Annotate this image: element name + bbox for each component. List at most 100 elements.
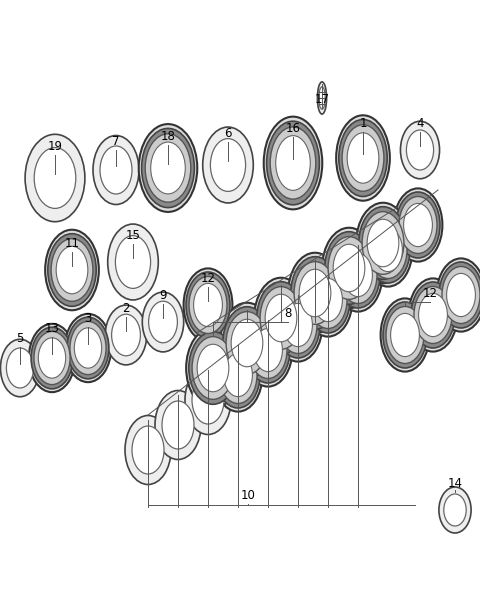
Ellipse shape [419,293,447,337]
Ellipse shape [34,148,76,209]
Ellipse shape [288,253,342,333]
Text: 11: 11 [64,237,80,250]
Ellipse shape [339,246,377,304]
Ellipse shape [333,244,365,292]
Ellipse shape [356,203,410,283]
Ellipse shape [132,426,164,474]
Ellipse shape [189,332,237,404]
Ellipse shape [309,271,347,329]
Ellipse shape [279,296,317,354]
Ellipse shape [383,302,427,368]
Ellipse shape [162,401,194,449]
Ellipse shape [185,365,231,434]
Ellipse shape [306,267,350,333]
Ellipse shape [192,376,224,424]
Ellipse shape [304,264,352,337]
Ellipse shape [364,214,412,287]
Ellipse shape [253,328,282,371]
Ellipse shape [439,487,471,533]
Ellipse shape [186,272,230,338]
Ellipse shape [336,242,380,308]
Ellipse shape [193,284,222,326]
Ellipse shape [404,203,432,246]
Ellipse shape [29,324,75,392]
Text: 5: 5 [16,332,24,345]
Ellipse shape [6,348,34,388]
Ellipse shape [299,269,331,317]
Ellipse shape [145,134,191,202]
Ellipse shape [373,228,402,271]
Text: 16: 16 [286,122,300,135]
Ellipse shape [100,146,132,194]
Ellipse shape [257,282,305,354]
Ellipse shape [399,196,437,254]
Ellipse shape [291,257,339,329]
Ellipse shape [249,321,287,378]
Ellipse shape [142,128,194,207]
Ellipse shape [56,246,88,294]
Ellipse shape [264,117,322,209]
Ellipse shape [45,230,99,310]
Ellipse shape [231,319,263,367]
Text: 2: 2 [122,302,130,315]
Text: 17: 17 [314,93,329,106]
Ellipse shape [313,278,342,321]
Ellipse shape [394,188,443,262]
Ellipse shape [155,390,201,459]
Ellipse shape [408,278,457,351]
Ellipse shape [224,353,252,397]
Ellipse shape [407,130,433,170]
Ellipse shape [411,282,455,348]
Ellipse shape [328,237,370,300]
Ellipse shape [362,212,404,274]
Ellipse shape [65,314,111,382]
Text: 1: 1 [359,117,367,130]
Ellipse shape [284,303,312,346]
Ellipse shape [266,121,319,205]
Ellipse shape [246,317,290,383]
Ellipse shape [108,224,158,300]
Ellipse shape [25,134,85,221]
Text: 9: 9 [159,289,167,302]
Ellipse shape [214,339,263,412]
Ellipse shape [276,292,320,358]
Ellipse shape [220,303,274,383]
Ellipse shape [366,217,410,283]
Ellipse shape [367,219,399,267]
Ellipse shape [31,327,73,389]
Ellipse shape [70,321,106,375]
Ellipse shape [139,124,197,212]
Ellipse shape [336,115,390,201]
Ellipse shape [444,494,466,526]
Ellipse shape [67,317,109,379]
Text: 18: 18 [161,130,175,143]
Ellipse shape [219,346,257,403]
Ellipse shape [342,125,384,192]
Text: 4: 4 [416,117,424,130]
Ellipse shape [105,305,147,365]
Text: 12: 12 [201,272,216,285]
Ellipse shape [149,301,178,343]
Ellipse shape [359,207,407,279]
Ellipse shape [347,133,379,183]
Text: 7: 7 [112,135,120,148]
Ellipse shape [276,135,310,190]
Text: 14: 14 [447,477,463,490]
Ellipse shape [260,287,302,350]
Ellipse shape [38,338,66,378]
Ellipse shape [243,314,292,387]
Ellipse shape [442,267,480,323]
Ellipse shape [183,268,232,342]
Ellipse shape [339,120,387,196]
Text: 3: 3 [84,312,92,325]
Ellipse shape [125,415,171,484]
Ellipse shape [142,292,184,352]
Ellipse shape [344,253,372,296]
Ellipse shape [203,127,253,203]
Ellipse shape [51,239,93,301]
Text: 13: 13 [45,322,60,335]
Ellipse shape [111,314,140,356]
Ellipse shape [254,278,308,358]
Ellipse shape [270,127,316,199]
Ellipse shape [192,337,234,400]
